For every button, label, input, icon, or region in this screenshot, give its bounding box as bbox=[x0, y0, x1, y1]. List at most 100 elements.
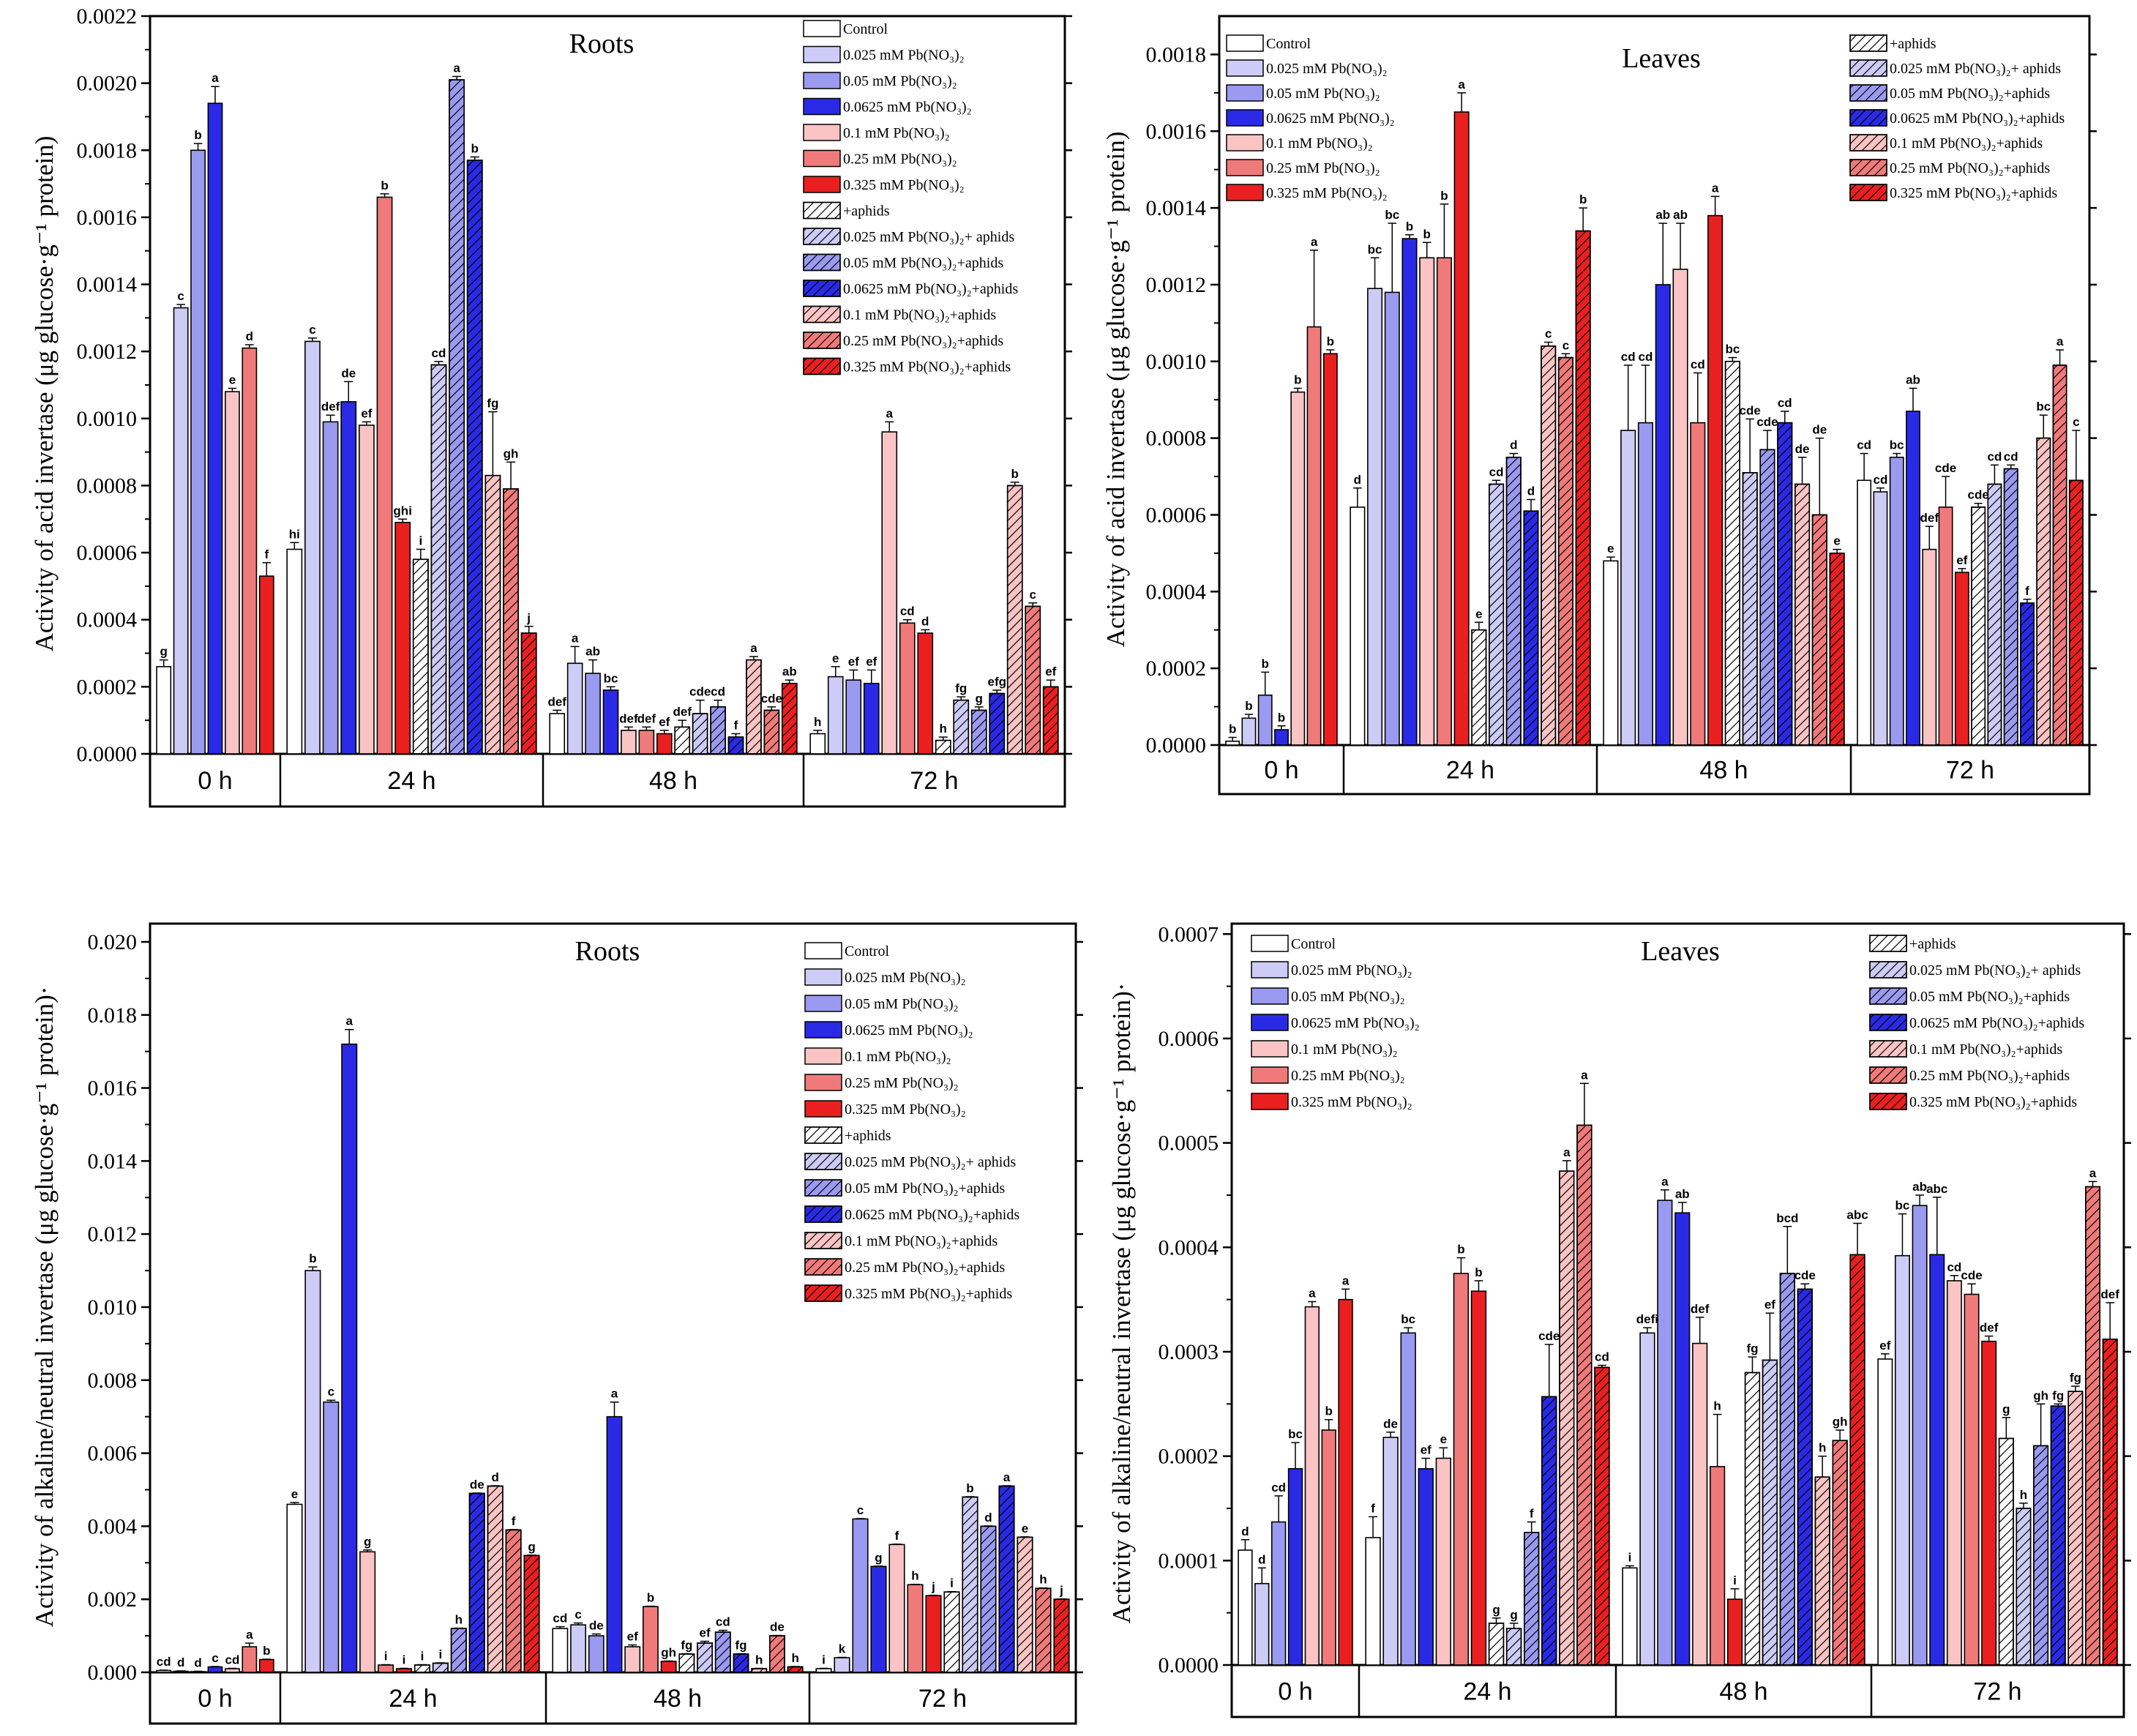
legend-swatch bbox=[804, 1100, 842, 1118]
bar-hatch bbox=[1505, 457, 1522, 746]
y-tick-label: 0.0012 bbox=[77, 340, 138, 364]
y-tick-label: 0.020 bbox=[88, 930, 138, 954]
bar bbox=[322, 421, 339, 755]
significance-letter: b bbox=[471, 141, 479, 155]
significance-letter: b bbox=[1406, 220, 1413, 233]
legend-label: 0.025 mM Pb(NO₃)₂ bbox=[845, 970, 966, 986]
bar bbox=[606, 1415, 623, 1673]
legend-swatch bbox=[803, 124, 841, 141]
legend-label: 0.25 mM Pb(NO₃)₂+aphids bbox=[843, 333, 1003, 349]
legend-label: 0.05 mM Pb(NO₃)₂+aphids bbox=[845, 1181, 1005, 1197]
bar bbox=[1620, 430, 1636, 746]
bar bbox=[1657, 1200, 1673, 1666]
significance-letter: efg bbox=[988, 675, 1007, 689]
significance-letter: cd bbox=[900, 605, 915, 618]
significance-letter: h bbox=[755, 1653, 763, 1667]
legend-label: 0.05 mM Pb(NO₃)₂ bbox=[843, 73, 957, 89]
bar-hatch bbox=[953, 699, 970, 755]
bar bbox=[1639, 1332, 1655, 1666]
acid-invertase-leaves-panel: 0.0000 0.0002 0.0004 0.0006 0.0008 0.0010 0.00… bbox=[1101, 15, 2097, 796]
significance-letter: g bbox=[1510, 1608, 1517, 1622]
legend-swatch bbox=[804, 995, 842, 1012]
significance-letter: ab bbox=[1912, 1180, 1927, 1194]
significance-letter: bc bbox=[1385, 208, 1399, 222]
bar bbox=[242, 347, 258, 755]
significance-letter: b bbox=[1327, 334, 1334, 348]
bar bbox=[378, 1664, 394, 1673]
bar bbox=[888, 1544, 905, 1673]
bar bbox=[1964, 1293, 1980, 1666]
bar bbox=[1418, 1467, 1434, 1666]
significance-letter: d bbox=[1510, 438, 1517, 452]
legend-label: +aphids bbox=[843, 203, 890, 220]
significance-letter: de bbox=[589, 1619, 604, 1633]
significance-letter: f bbox=[264, 547, 269, 561]
significance-letter: fg bbox=[955, 681, 967, 695]
significance-letter: cd bbox=[432, 346, 446, 360]
bar bbox=[1321, 1429, 1336, 1666]
significance-letter: a bbox=[1581, 1068, 1588, 1082]
bar bbox=[1938, 506, 1953, 746]
legend-label: 0.05 mM Pb(NO₃)₂ bbox=[845, 996, 959, 1012]
significance-letter: f bbox=[895, 1529, 899, 1543]
legend-label: +aphids bbox=[1890, 36, 1936, 52]
bar bbox=[341, 1043, 358, 1673]
significance-letter: a bbox=[1563, 1145, 1571, 1159]
bar-hatch bbox=[962, 1496, 978, 1673]
bar bbox=[1906, 411, 1920, 746]
bar-hatch bbox=[466, 160, 483, 755]
legend-label: Control bbox=[843, 21, 888, 37]
significance-letter: g bbox=[364, 1535, 371, 1549]
significance-letter: bcd bbox=[1776, 1211, 1798, 1225]
bar bbox=[376, 196, 393, 755]
bar bbox=[1270, 1521, 1287, 1666]
y-tick-label: 0.0022 bbox=[77, 4, 138, 29]
significance-letter: abc bbox=[1926, 1182, 1947, 1196]
significance-letter: d bbox=[984, 1511, 992, 1524]
legend-label: 0.025 mM Pb(NO₃)₂+ aphids bbox=[1909, 962, 2081, 979]
legend-label: 0.025 mM Pb(NO₃)₂+ aphids bbox=[1890, 61, 2061, 77]
y-tick-label: 0.0008 bbox=[77, 474, 138, 498]
bar bbox=[1873, 491, 1888, 746]
bar-hatch bbox=[1017, 1536, 1033, 1673]
bar bbox=[1674, 1212, 1691, 1666]
legend-swatch bbox=[804, 1047, 842, 1065]
significance-letter: ab bbox=[585, 645, 600, 659]
bar bbox=[358, 424, 375, 755]
legend-swatch bbox=[1251, 987, 1289, 1005]
legend-label: 0.0625 mM Pb(NO₃)₂ bbox=[845, 1022, 973, 1039]
legend-label: 0.1 mM Pb(NO₃)₂+aphids bbox=[845, 1233, 998, 1249]
bar bbox=[359, 1551, 376, 1673]
significance-letter: i bbox=[822, 1653, 826, 1667]
y-tick-label: 0.0001 bbox=[1159, 1549, 1219, 1573]
legend-label: 0.25 mM Pb(NO₃)₂ bbox=[845, 1075, 959, 1091]
legend-swatch-hatch bbox=[1869, 961, 1907, 979]
significance-letter: def bbox=[1691, 1302, 1710, 1316]
significance-letter: ef bbox=[1421, 1443, 1431, 1457]
significance-letter: gh bbox=[504, 446, 519, 460]
bar-hatch bbox=[1742, 472, 1758, 746]
bar-hatch bbox=[768, 1635, 785, 1673]
significance-letter: a bbox=[2056, 334, 2064, 348]
significance-letter: a bbox=[2089, 1166, 2097, 1180]
bar bbox=[624, 1646, 641, 1673]
bar-hatch bbox=[727, 736, 744, 755]
bar-hatch bbox=[520, 632, 537, 755]
significance-letter: g bbox=[976, 692, 983, 706]
y-tick-label: 0.014 bbox=[88, 1149, 138, 1173]
significance-letter: f bbox=[1530, 1507, 1534, 1521]
significance-letter: h bbox=[940, 722, 947, 736]
significance-letter: a bbox=[572, 631, 579, 645]
legend-label: 0.0625 mM Pb(NO₃)₂+aphids bbox=[1890, 111, 2065, 127]
alkaline-invertase-roots-panel: 0.000 0.002 0.004 0.006 0.008 0.010 0.012 0.014… bbox=[30, 922, 1083, 1725]
significance-letter: g bbox=[528, 1540, 535, 1554]
legend-label: 0.05 mM Pb(NO₃)₂ bbox=[1266, 86, 1380, 102]
y-tick-label: 0.0020 bbox=[77, 72, 138, 96]
bar-hatch bbox=[2052, 364, 2067, 746]
bar bbox=[863, 682, 880, 755]
bar-hatch bbox=[1759, 449, 1775, 746]
legend-swatch bbox=[1226, 184, 1264, 201]
legend-label: 0.1 mM Pb(NO₃)₂ bbox=[843, 125, 950, 141]
significance-letter: cd bbox=[1639, 350, 1653, 364]
y-axis-label: Activity of acid invertase (μg glucose·g… bbox=[30, 136, 59, 652]
